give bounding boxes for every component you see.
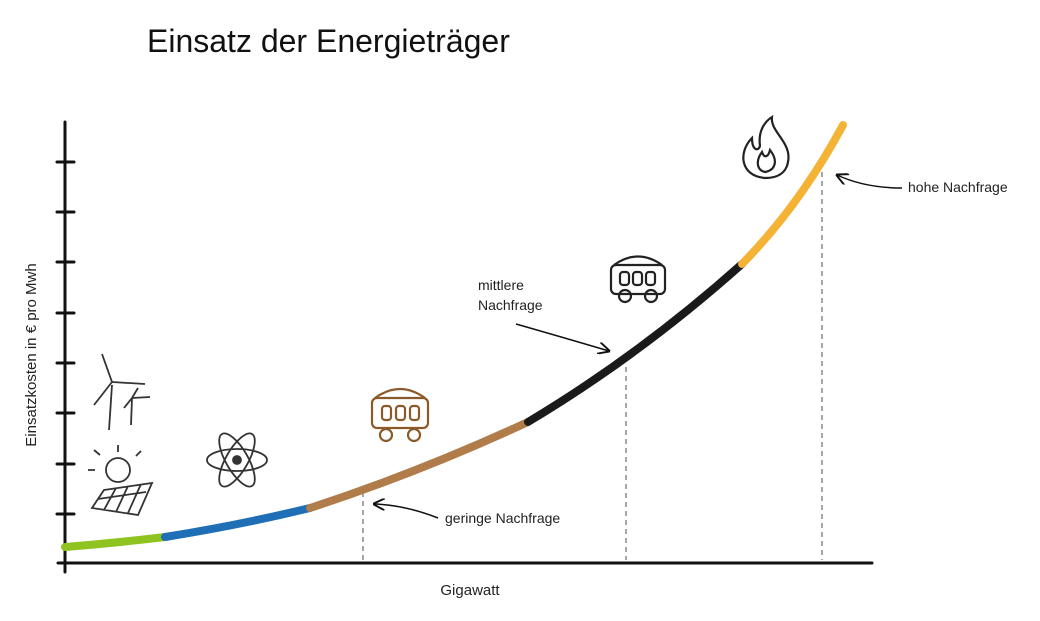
coal-icon <box>609 255 667 304</box>
solar-icon <box>88 445 154 516</box>
merit-curve <box>61 121 847 551</box>
annotation-low: geringe Nachfrage <box>445 510 560 526</box>
arrow <box>374 504 439 519</box>
y-axis-label: Einsatzkosten in € pro Mwh <box>23 263 40 446</box>
atom-icon <box>206 432 268 488</box>
arrow <box>515 323 609 351</box>
axes <box>55 120 874 574</box>
guide-lines <box>362 172 823 560</box>
annotation-medium: mittlere <box>478 277 524 293</box>
gas-icon <box>742 114 790 180</box>
wind-icon <box>93 353 151 431</box>
annotation-high: hohe Nachfrage <box>908 179 1008 195</box>
arrow <box>837 175 903 189</box>
title: Einsatz der Energieträger <box>147 23 510 59</box>
x-axis-label: Gigawatt <box>440 582 500 599</box>
annotation-medium: Nachfrage <box>478 297 543 313</box>
lignite-icon <box>370 387 430 443</box>
